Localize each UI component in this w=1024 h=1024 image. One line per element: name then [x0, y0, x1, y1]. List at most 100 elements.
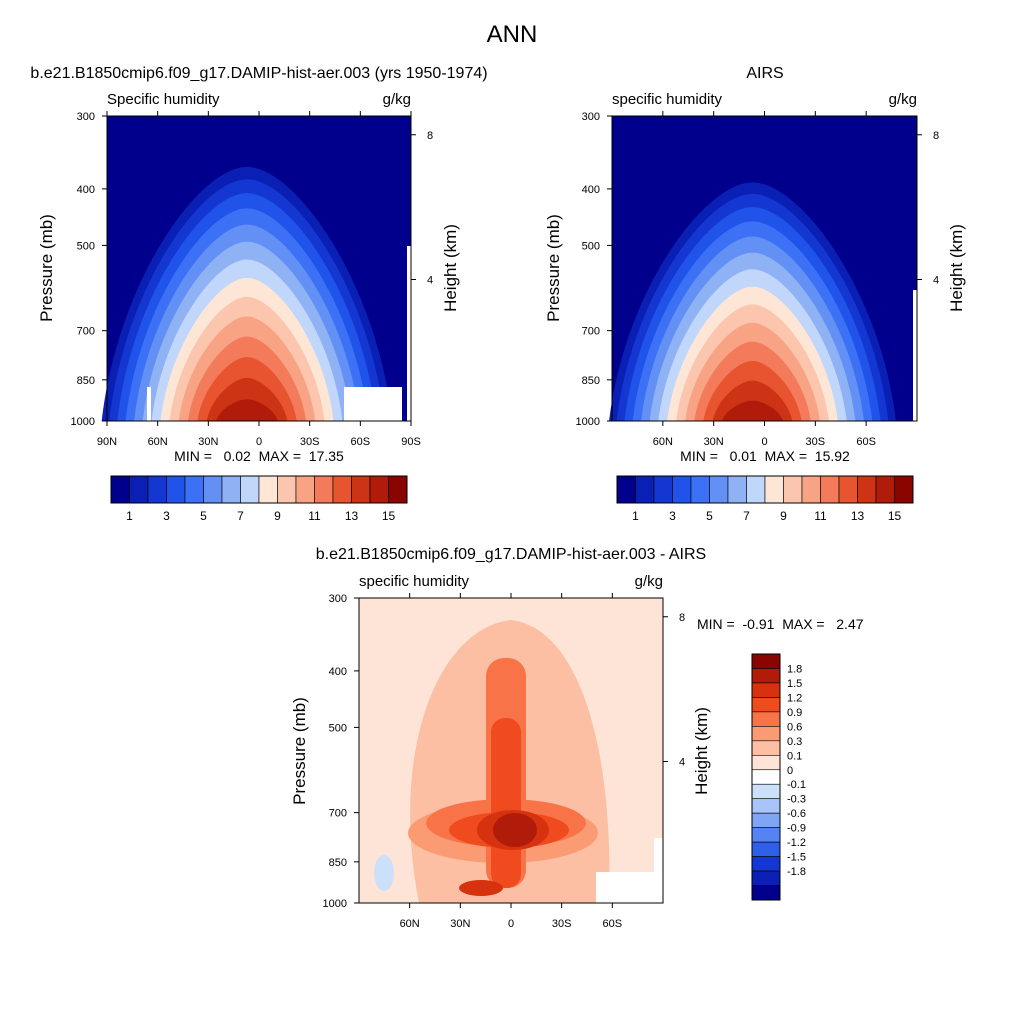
y-tick-label: 700 — [329, 808, 347, 820]
colorbar-label: -0.1 — [787, 779, 806, 791]
x-tick-label: 60S — [856, 436, 876, 448]
missing-data-region — [596, 872, 663, 903]
panel-model-title: b.e21.B1850cmip6.f09_g17.DAMIP-hist-aer.… — [30, 65, 487, 82]
panel-obs: AIRS specific humidity g/kg 300 400 500 700… — [544, 65, 966, 523]
x-tick-label: 60N — [400, 918, 420, 930]
colorbar-label: -0.3 — [787, 794, 806, 806]
panel-obs-min-max: MIN = 0.01 MAX = 15.92 — [680, 448, 850, 464]
y-tick-label: 850 — [329, 857, 347, 869]
colorbar-swatch — [653, 475, 673, 504]
colorbar-label: 1 — [632, 509, 639, 523]
colorbar-swatch — [258, 475, 278, 504]
panel-model-contour-field — [101, 116, 411, 421]
y-right-tick-label: 4 — [427, 275, 433, 287]
panel-model-units-label: g/kg — [383, 91, 411, 108]
y-tick-label: 500 — [582, 240, 600, 252]
panel-obs-y-axis-right: 84 — [917, 130, 939, 287]
panel-diff-min-max: MIN = -0.91 MAX = 2.47 — [697, 616, 864, 632]
colorbar-swatch — [783, 475, 803, 504]
x-tick-label: 30N — [198, 436, 218, 448]
colorbar-swatch — [764, 475, 784, 504]
x-tick-label: 30S — [300, 436, 320, 448]
colorbar-label: 13 — [345, 509, 359, 523]
colorbar-label: 0.3 — [787, 736, 802, 748]
colorbar-swatch — [240, 475, 260, 504]
x-tick-label: 30N — [450, 918, 470, 930]
colorbar-label: 11 — [814, 509, 827, 523]
panel-obs-colorbar: 1 3 5 7 9 11 13 15 — [616, 475, 914, 523]
contour-band — [722, 400, 783, 421]
colorbar-label: 0.6 — [787, 721, 802, 733]
colorbar-swatch — [129, 475, 149, 504]
colorbar-swatch — [838, 475, 858, 504]
colorbar-label: 0.1 — [787, 750, 802, 762]
colorbar-swatch — [221, 475, 241, 504]
panel-obs-y-label-right: Height (km) — [947, 224, 966, 312]
colorbar-swatch — [388, 475, 408, 504]
y-tick-label: 1000 — [71, 416, 95, 428]
x-tick-label: 90N — [97, 436, 117, 448]
colorbar-swatch — [894, 475, 914, 504]
colorbar-label: 3 — [669, 509, 676, 523]
colorbar-label: -1.8 — [787, 866, 806, 878]
y-right-tick-label: 8 — [427, 130, 433, 142]
colorbar-label: 7 — [743, 509, 750, 523]
panel-model-x-axis: 90N 60N 30N 0 30S 60S 90S — [97, 111, 421, 448]
contour-band — [216, 399, 278, 421]
colorbar-swatch — [616, 475, 636, 504]
colorbar-swatch — [110, 475, 130, 504]
panel-diff-title: b.e21.B1850cmip6.f09_g17.DAMIP-hist-aer.… — [316, 546, 706, 563]
colorbar-frame — [616, 475, 914, 504]
colorbar-swatch — [690, 475, 710, 504]
colorbar-swatch — [751, 885, 781, 901]
y-tick-label: 300 — [77, 111, 95, 123]
colorbar-swatch — [751, 798, 781, 814]
missing-data-region — [654, 838, 663, 872]
y-tick-label: 400 — [329, 666, 347, 678]
x-tick-label: 30S — [806, 436, 826, 448]
colorbar-label: 9 — [780, 509, 787, 523]
y-tick-label: 500 — [329, 722, 347, 734]
y-tick-label: 700 — [582, 326, 600, 338]
colorbar-swatch — [875, 475, 895, 504]
y-tick-label: 850 — [582, 375, 600, 387]
colorbar-swatch — [672, 475, 692, 504]
panel-diff-y-label: Pressure (mb) — [290, 697, 309, 805]
y-tick-label: 300 — [582, 111, 600, 123]
colorbar-label: 15 — [888, 509, 902, 523]
contour-band — [459, 880, 503, 896]
x-tick-label: 60S — [603, 918, 623, 930]
colorbar-swatch — [277, 475, 297, 504]
colorbar-swatch — [751, 740, 781, 756]
colorbar-swatch — [727, 475, 747, 504]
colorbar-label: 9 — [274, 509, 281, 523]
panel-diff-contour-field — [359, 598, 663, 903]
y-right-tick-label: 4 — [933, 275, 939, 287]
colorbar-label: 1 — [126, 509, 133, 523]
colorbar-swatch — [751, 726, 781, 742]
colorbar-swatch — [820, 475, 840, 504]
panel-diff-y-axis: 300 400 500 700 850 1000 — [323, 593, 359, 910]
x-tick-label: 90S — [401, 436, 421, 448]
colorbar-swatch — [751, 783, 781, 800]
panel-difference: b.e21.B1850cmip6.f09_g17.DAMIP-hist-aer.… — [290, 546, 864, 930]
colorbar-swatch — [147, 475, 167, 504]
colorbar-label: 0.9 — [787, 707, 802, 719]
colorbar-swatch — [751, 697, 781, 713]
colorbar-label: 1.2 — [787, 692, 802, 704]
colorbar-label: 1.8 — [787, 663, 802, 675]
x-tick-label: 0 — [256, 436, 262, 448]
panel-obs-title: AIRS — [746, 65, 783, 82]
figure-title: ANN — [487, 21, 538, 48]
colorbar-swatch — [751, 856, 781, 872]
contour-band — [374, 855, 394, 891]
colorbar-swatch — [332, 475, 352, 504]
contour-band — [491, 718, 521, 888]
x-tick-label: 0 — [508, 918, 514, 930]
colorbar-swatch — [857, 475, 877, 504]
missing-data-region — [147, 387, 151, 421]
contour-band — [493, 813, 537, 847]
colorbar-label: 5 — [200, 509, 207, 523]
panel-diff-units-label: g/kg — [635, 573, 663, 590]
